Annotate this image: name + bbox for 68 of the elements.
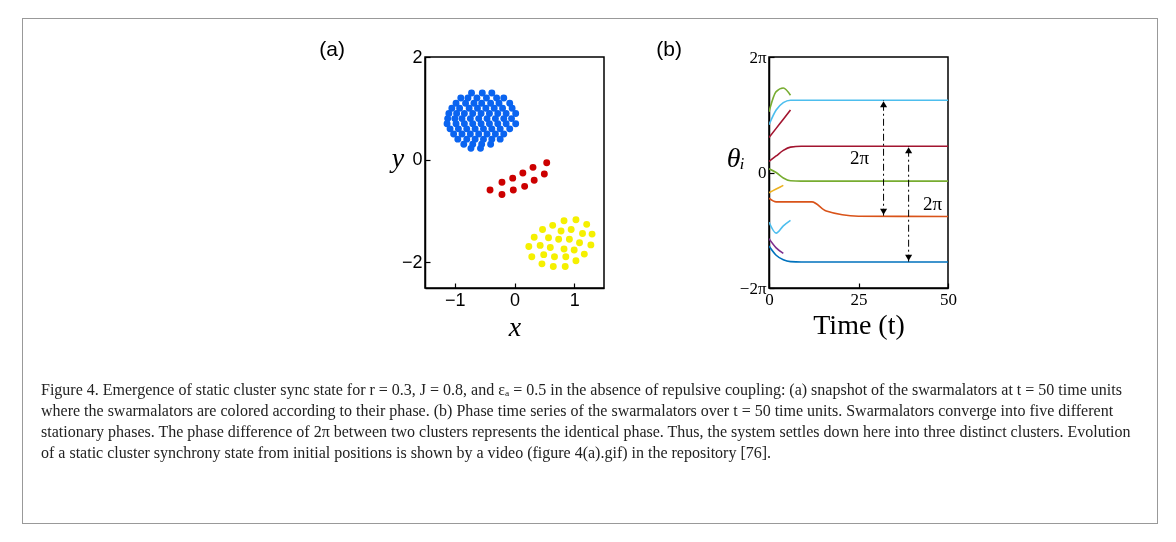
point: [498, 178, 506, 186]
point: [546, 243, 554, 251]
point: [519, 169, 527, 177]
point: [509, 174, 517, 182]
point: [529, 163, 537, 171]
point: [583, 220, 591, 228]
x-tick-label: 25: [850, 289, 868, 309]
line-series: [769, 87, 792, 113]
point: [521, 182, 529, 190]
line-series: [769, 109, 792, 139]
point: [555, 235, 563, 243]
x-tick-label: 0: [509, 289, 521, 310]
point: [498, 191, 506, 199]
annotation: 2π: [923, 192, 943, 214]
point: [579, 230, 586, 238]
line-series: [769, 219, 792, 234]
point: [543, 159, 551, 167]
y-tick-label: 2π: [749, 47, 767, 67]
line-series: [769, 168, 948, 182]
point: [540, 170, 548, 178]
point: [561, 262, 569, 270]
point: [570, 246, 578, 254]
x-tick-label: −1: [445, 289, 466, 310]
point: [538, 260, 546, 268]
point: [567, 226, 575, 233]
point: [530, 176, 538, 184]
point: [562, 253, 570, 261]
point: [565, 235, 573, 243]
point: [551, 253, 558, 261]
y-tick-label: 0: [758, 163, 767, 182]
x-axis-title: Time (t): [813, 308, 905, 340]
y-axis-title: θᵢ: [726, 142, 745, 173]
chart-title: (a): [319, 37, 345, 60]
point: [528, 253, 536, 261]
point: [557, 227, 565, 235]
point: [588, 230, 596, 238]
line-series: [769, 145, 948, 163]
point: [540, 251, 548, 259]
point: [572, 257, 580, 265]
annotation: 2π: [850, 147, 870, 169]
point: [509, 186, 517, 194]
chart-title: (b): [656, 37, 682, 60]
point: [580, 250, 588, 258]
point: [545, 234, 552, 242]
point: [549, 221, 557, 229]
point: [539, 226, 547, 233]
point: [549, 262, 557, 270]
caption: Figure 4. Emergence of static cluster sync state for r = 0.3, J = 0.8, and εₐ = 0.5 in the absence of repulsive coupling: (a) snapshot of the swarmalators at t = 50 time units where the swarmalators are colored according to their phase. (b) Phase time series of the swarmalators over t = 50 time units. Swarmalators converge into five different stationary phases. The phase difference of 2π between two clusters represents the identical phase. Thus, the system settles down here into three distinct clusters. Evolution of a static cluster synchrony state from initial positions is shown by a video (figure 4(a).gif) in the repository [76].: [41, 380, 1132, 463]
point: [560, 245, 568, 253]
point: [525, 242, 533, 250]
y-tick-label: −2: [401, 251, 423, 272]
line-series: [769, 197, 948, 218]
line-series: [769, 99, 948, 126]
point: [536, 241, 544, 249]
x-tick-label: 50: [940, 289, 957, 309]
y-axis-title: y: [388, 142, 405, 173]
y-tick-label: 0: [412, 149, 423, 170]
x-axis-title: x: [507, 310, 522, 342]
point: [587, 241, 595, 249]
y-tick-label: −2π: [739, 278, 767, 298]
line-series: [769, 245, 948, 263]
point: [572, 216, 580, 224]
point: [560, 217, 568, 225]
point: [530, 233, 538, 241]
y-tick-label: 2: [412, 46, 423, 67]
point: [486, 186, 494, 194]
x-tick-label: 1: [569, 289, 580, 310]
point: [576, 239, 583, 247]
